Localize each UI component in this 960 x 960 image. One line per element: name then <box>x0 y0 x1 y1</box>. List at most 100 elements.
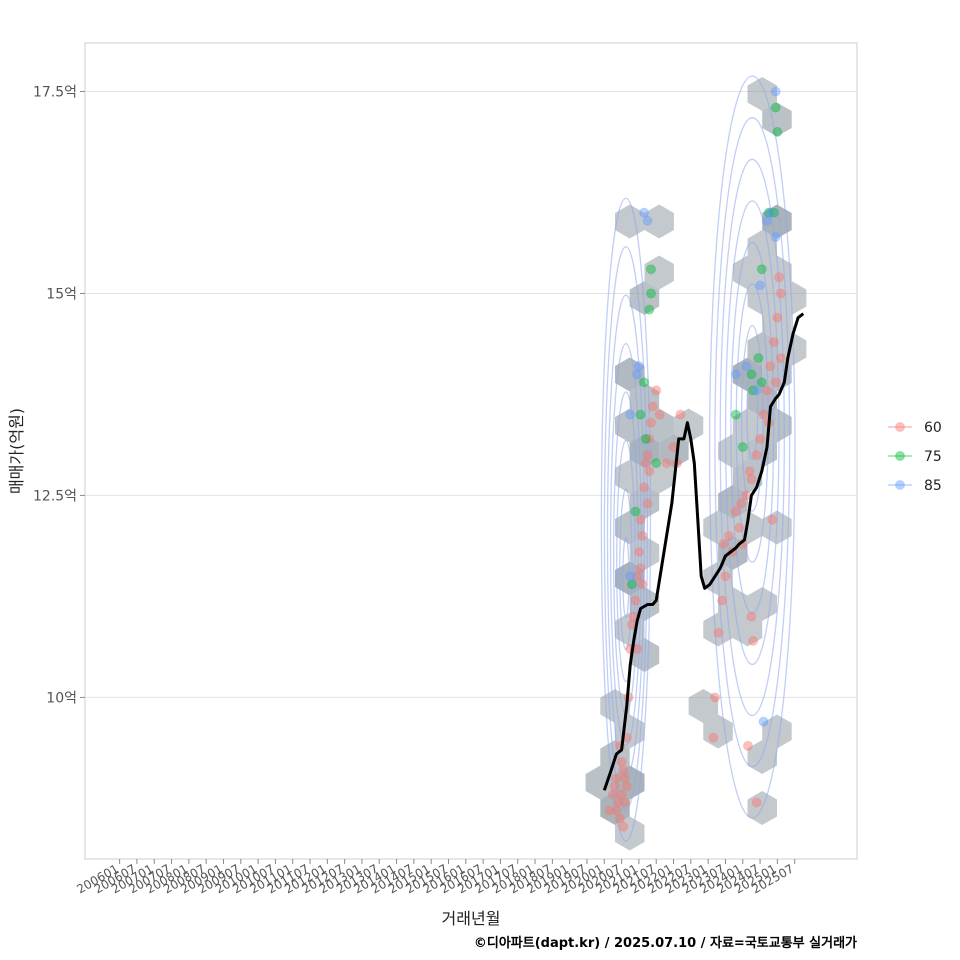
density-contour <box>619 488 633 651</box>
hexbin-cell <box>732 357 763 392</box>
hexbin-cell <box>777 332 807 366</box>
data-point-75 <box>640 433 651 444</box>
data-point-60 <box>746 611 757 622</box>
data-point-60 <box>640 458 651 469</box>
data-point-60 <box>718 538 729 549</box>
data-point-60 <box>751 450 762 461</box>
hexbin-cell <box>585 765 615 800</box>
y-axis: 10억 12.5억 15억 17.5억 <box>33 84 85 706</box>
data-point-60 <box>744 466 755 477</box>
data-point-85 <box>751 385 762 396</box>
data-point-75 <box>639 377 650 388</box>
hexbin-cell <box>644 459 674 494</box>
density-contour <box>719 158 785 717</box>
hexbin-cell <box>732 255 763 290</box>
data-point-60 <box>736 498 747 509</box>
hexbin-cell <box>762 204 792 239</box>
data-point-75 <box>772 126 783 137</box>
density-contour <box>603 246 649 810</box>
data-point-60 <box>620 797 631 808</box>
density-contour <box>724 200 780 666</box>
data-point-85 <box>625 409 636 420</box>
data-point-60 <box>723 530 734 541</box>
data-point-75 <box>768 207 779 218</box>
data-point-85 <box>741 361 752 372</box>
y-tick-label: 12.5억 <box>33 488 77 504</box>
data-point-60 <box>635 563 646 574</box>
hexbin-cell <box>762 102 792 137</box>
y-tick-label: 17.5억 <box>33 84 77 100</box>
density-contour <box>708 75 796 819</box>
data-point-85 <box>633 361 644 372</box>
hexbin-cell <box>615 408 645 443</box>
hexbin-cell <box>644 255 674 290</box>
data-point-85 <box>625 571 636 582</box>
data-point-60 <box>741 490 752 501</box>
data-point-60 <box>637 579 648 590</box>
data-point-75 <box>646 288 657 299</box>
data-point-85 <box>761 215 772 226</box>
data-point-60 <box>710 692 721 703</box>
data-point-60 <box>647 401 658 412</box>
data-point-60 <box>635 514 646 525</box>
data-point-60 <box>661 458 672 469</box>
density-contour <box>600 197 652 842</box>
data-point-60 <box>637 530 648 541</box>
legend-label: 85 <box>924 478 942 494</box>
hexbin-cell <box>747 77 777 111</box>
density-contour <box>714 117 791 768</box>
hexbin-cell <box>703 714 733 749</box>
data-point-75 <box>737 441 748 452</box>
data-point-60 <box>751 797 762 808</box>
data-point-60 <box>748 635 759 646</box>
data-point-60 <box>604 805 615 816</box>
x-axis: 2006012006072007012007072008012008072009… <box>74 859 796 897</box>
data-point-60 <box>765 361 776 372</box>
data-point-60 <box>775 353 786 364</box>
data-point-85 <box>758 716 769 727</box>
data-point-60 <box>646 417 657 428</box>
data-point-60 <box>708 732 719 743</box>
hexbin-cell <box>644 204 674 239</box>
hexbin-cell <box>615 816 645 851</box>
legend-key-60 <box>895 422 905 432</box>
data-point-75 <box>630 506 641 517</box>
data-point-60 <box>618 765 629 776</box>
data-point-60 <box>633 546 644 557</box>
data-point-60 <box>642 450 653 461</box>
data-point-60 <box>767 514 778 525</box>
data-point-60 <box>734 522 745 533</box>
data-point-60 <box>614 813 625 824</box>
hexbin-cell <box>732 459 763 494</box>
data-point-60 <box>774 272 785 283</box>
data-point-75 <box>746 369 757 380</box>
legend: 60 75 85 <box>888 420 942 494</box>
data-point-60 <box>607 789 618 800</box>
data-point-60 <box>761 385 772 396</box>
hexbin-cell <box>629 638 660 672</box>
data-point-60 <box>616 757 627 768</box>
data-point-60 <box>642 498 653 509</box>
data-point-60 <box>713 627 724 638</box>
data-point-75 <box>635 409 646 420</box>
data-point-75 <box>644 304 655 315</box>
data-point-60 <box>611 773 622 784</box>
data-point-60 <box>654 409 665 420</box>
data-point-60 <box>609 781 620 792</box>
data-point-60 <box>770 377 781 388</box>
density-contour <box>616 439 636 683</box>
data-point-75 <box>651 458 662 469</box>
legend-key-75 <box>895 451 905 461</box>
data-point-60 <box>730 506 741 517</box>
hexbin-cell <box>615 357 645 392</box>
hexbin-cell <box>600 689 630 723</box>
y-tick-label: 10억 <box>46 690 77 706</box>
data-point-85 <box>642 215 653 226</box>
data-point-60 <box>632 571 643 582</box>
data-point-85 <box>632 369 643 380</box>
density-contour <box>746 366 759 461</box>
density-contour <box>622 536 630 619</box>
data-point-75 <box>763 207 774 218</box>
data-point-85 <box>755 280 766 291</box>
